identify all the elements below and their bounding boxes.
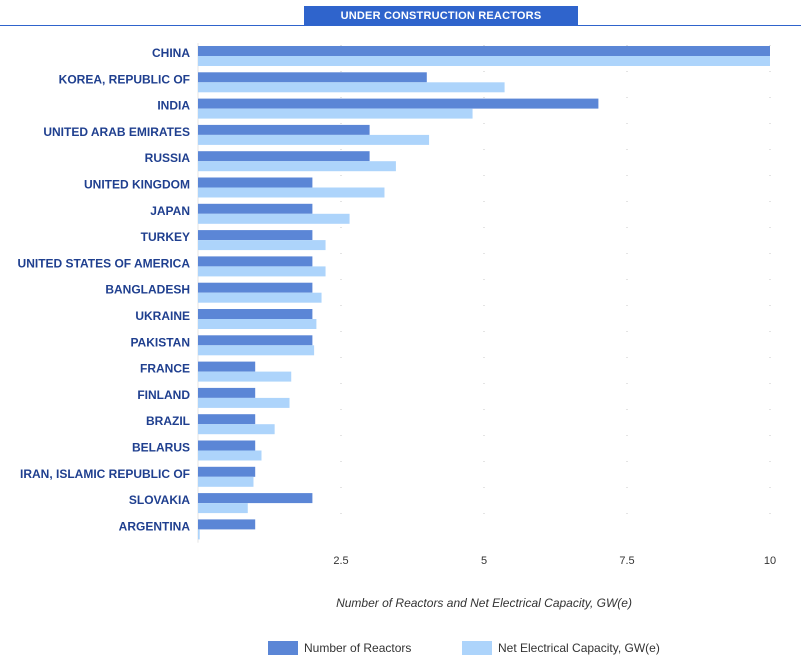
bar-capacity-5[interactable]: [198, 187, 385, 198]
legend-item-reactors[interactable]: Number of Reactors: [268, 641, 411, 655]
x-axis-title: Number of Reactors and Net Electrical Ca…: [336, 596, 632, 610]
bar-reactors-14[interactable]: [198, 414, 256, 425]
legend-label-reactors: Number of Reactors: [304, 641, 412, 655]
category-label-13: FINLAND: [137, 388, 190, 402]
category-label-5: UNITED KINGDOM: [84, 178, 190, 192]
bar-reactors-18[interactable]: [198, 519, 256, 530]
category-label-4: RUSSIA: [145, 151, 191, 165]
bar-capacity-15[interactable]: [198, 450, 262, 461]
legend-swatch-capacity: [462, 641, 492, 655]
title-underline: [0, 25, 801, 26]
bar-reactors-16[interactable]: [198, 466, 256, 477]
bar-reactors-5[interactable]: [198, 177, 313, 188]
legend-label-capacity: Net Electrical Capacity, GW(e): [498, 641, 660, 655]
bar-reactors-11[interactable]: [198, 335, 313, 346]
bar-capacity-3[interactable]: [198, 134, 430, 145]
bar-reactors-0[interactable]: [198, 46, 770, 56]
bar-capacity-12[interactable]: [198, 371, 292, 382]
category-label-1: KOREA, REPUBLIC OF: [59, 72, 190, 86]
bar-capacity-9[interactable]: [198, 292, 322, 303]
bar-capacity-4[interactable]: [198, 161, 396, 172]
legend: Number of Reactors Net Electrical Capaci…: [0, 641, 801, 659]
category-label-15: BELARUS: [132, 441, 190, 455]
bar-reactors-15[interactable]: [198, 440, 256, 451]
bar-reactors-8[interactable]: [198, 256, 313, 267]
bar-reactors-17[interactable]: [198, 493, 313, 504]
x-tick-label-3: 10: [764, 555, 776, 567]
bar-reactors-9[interactable]: [198, 282, 313, 293]
category-label-9: BANGLADESH: [105, 283, 190, 297]
category-label-18: ARGENTINA: [119, 519, 191, 533]
x-tick-label-0: 2.5: [333, 555, 348, 567]
legend-swatch-reactors: [268, 641, 298, 655]
category-label-17: SLOVAKIA: [129, 493, 190, 507]
category-label-3: UNITED ARAB EMIRATES: [43, 125, 190, 139]
legend-item-capacity[interactable]: Net Electrical Capacity, GW(e): [462, 641, 660, 655]
bar-capacity-18[interactable]: [198, 529, 200, 540]
category-label-16: IRAN, ISLAMIC REPUBLIC OF: [20, 467, 190, 481]
category-label-0: CHINA: [152, 46, 190, 60]
bar-reactors-3[interactable]: [198, 124, 370, 135]
category-label-6: JAPAN: [150, 204, 190, 218]
bar-reactors-12[interactable]: [198, 361, 256, 372]
x-tick-label-1: 5: [481, 555, 487, 567]
bar-reactors-2[interactable]: [198, 98, 599, 109]
bar-capacity-6[interactable]: [198, 213, 350, 224]
category-label-8: UNITED STATES OF AMERICA: [18, 256, 191, 270]
category-label-14: BRAZIL: [146, 414, 190, 428]
bar-capacity-11[interactable]: [198, 345, 315, 356]
bar-reactors-1[interactable]: [198, 72, 427, 83]
category-label-12: FRANCE: [140, 362, 190, 376]
category-label-10: UKRAINE: [135, 309, 190, 323]
bar-capacity-17[interactable]: [198, 503, 248, 514]
bar-reactors-6[interactable]: [198, 203, 313, 214]
bar-reactors-13[interactable]: [198, 387, 256, 398]
bar-capacity-13[interactable]: [198, 397, 290, 408]
bar-capacity-0[interactable]: [198, 56, 770, 66]
bar-capacity-2[interactable]: [198, 108, 473, 119]
bar-capacity-14[interactable]: [198, 424, 275, 435]
bar-capacity-1[interactable]: [198, 82, 505, 93]
category-label-2: INDIA: [157, 99, 190, 113]
x-tick-label-2: 7.5: [619, 555, 634, 567]
bar-capacity-10[interactable]: [198, 319, 317, 329]
bar-reactors-7[interactable]: [198, 230, 313, 241]
bar-capacity-16[interactable]: [198, 476, 254, 487]
category-label-7: TURKEY: [141, 230, 190, 244]
bar-capacity-7[interactable]: [198, 240, 326, 251]
bar-capacity-8[interactable]: [198, 266, 326, 277]
category-label-11: PAKISTAN: [130, 335, 190, 349]
chart-title: UNDER CONSTRUCTION REACTORS: [304, 6, 578, 25]
bar-reactors-10[interactable]: [198, 309, 313, 319]
bar-reactors-4[interactable]: [198, 151, 370, 162]
